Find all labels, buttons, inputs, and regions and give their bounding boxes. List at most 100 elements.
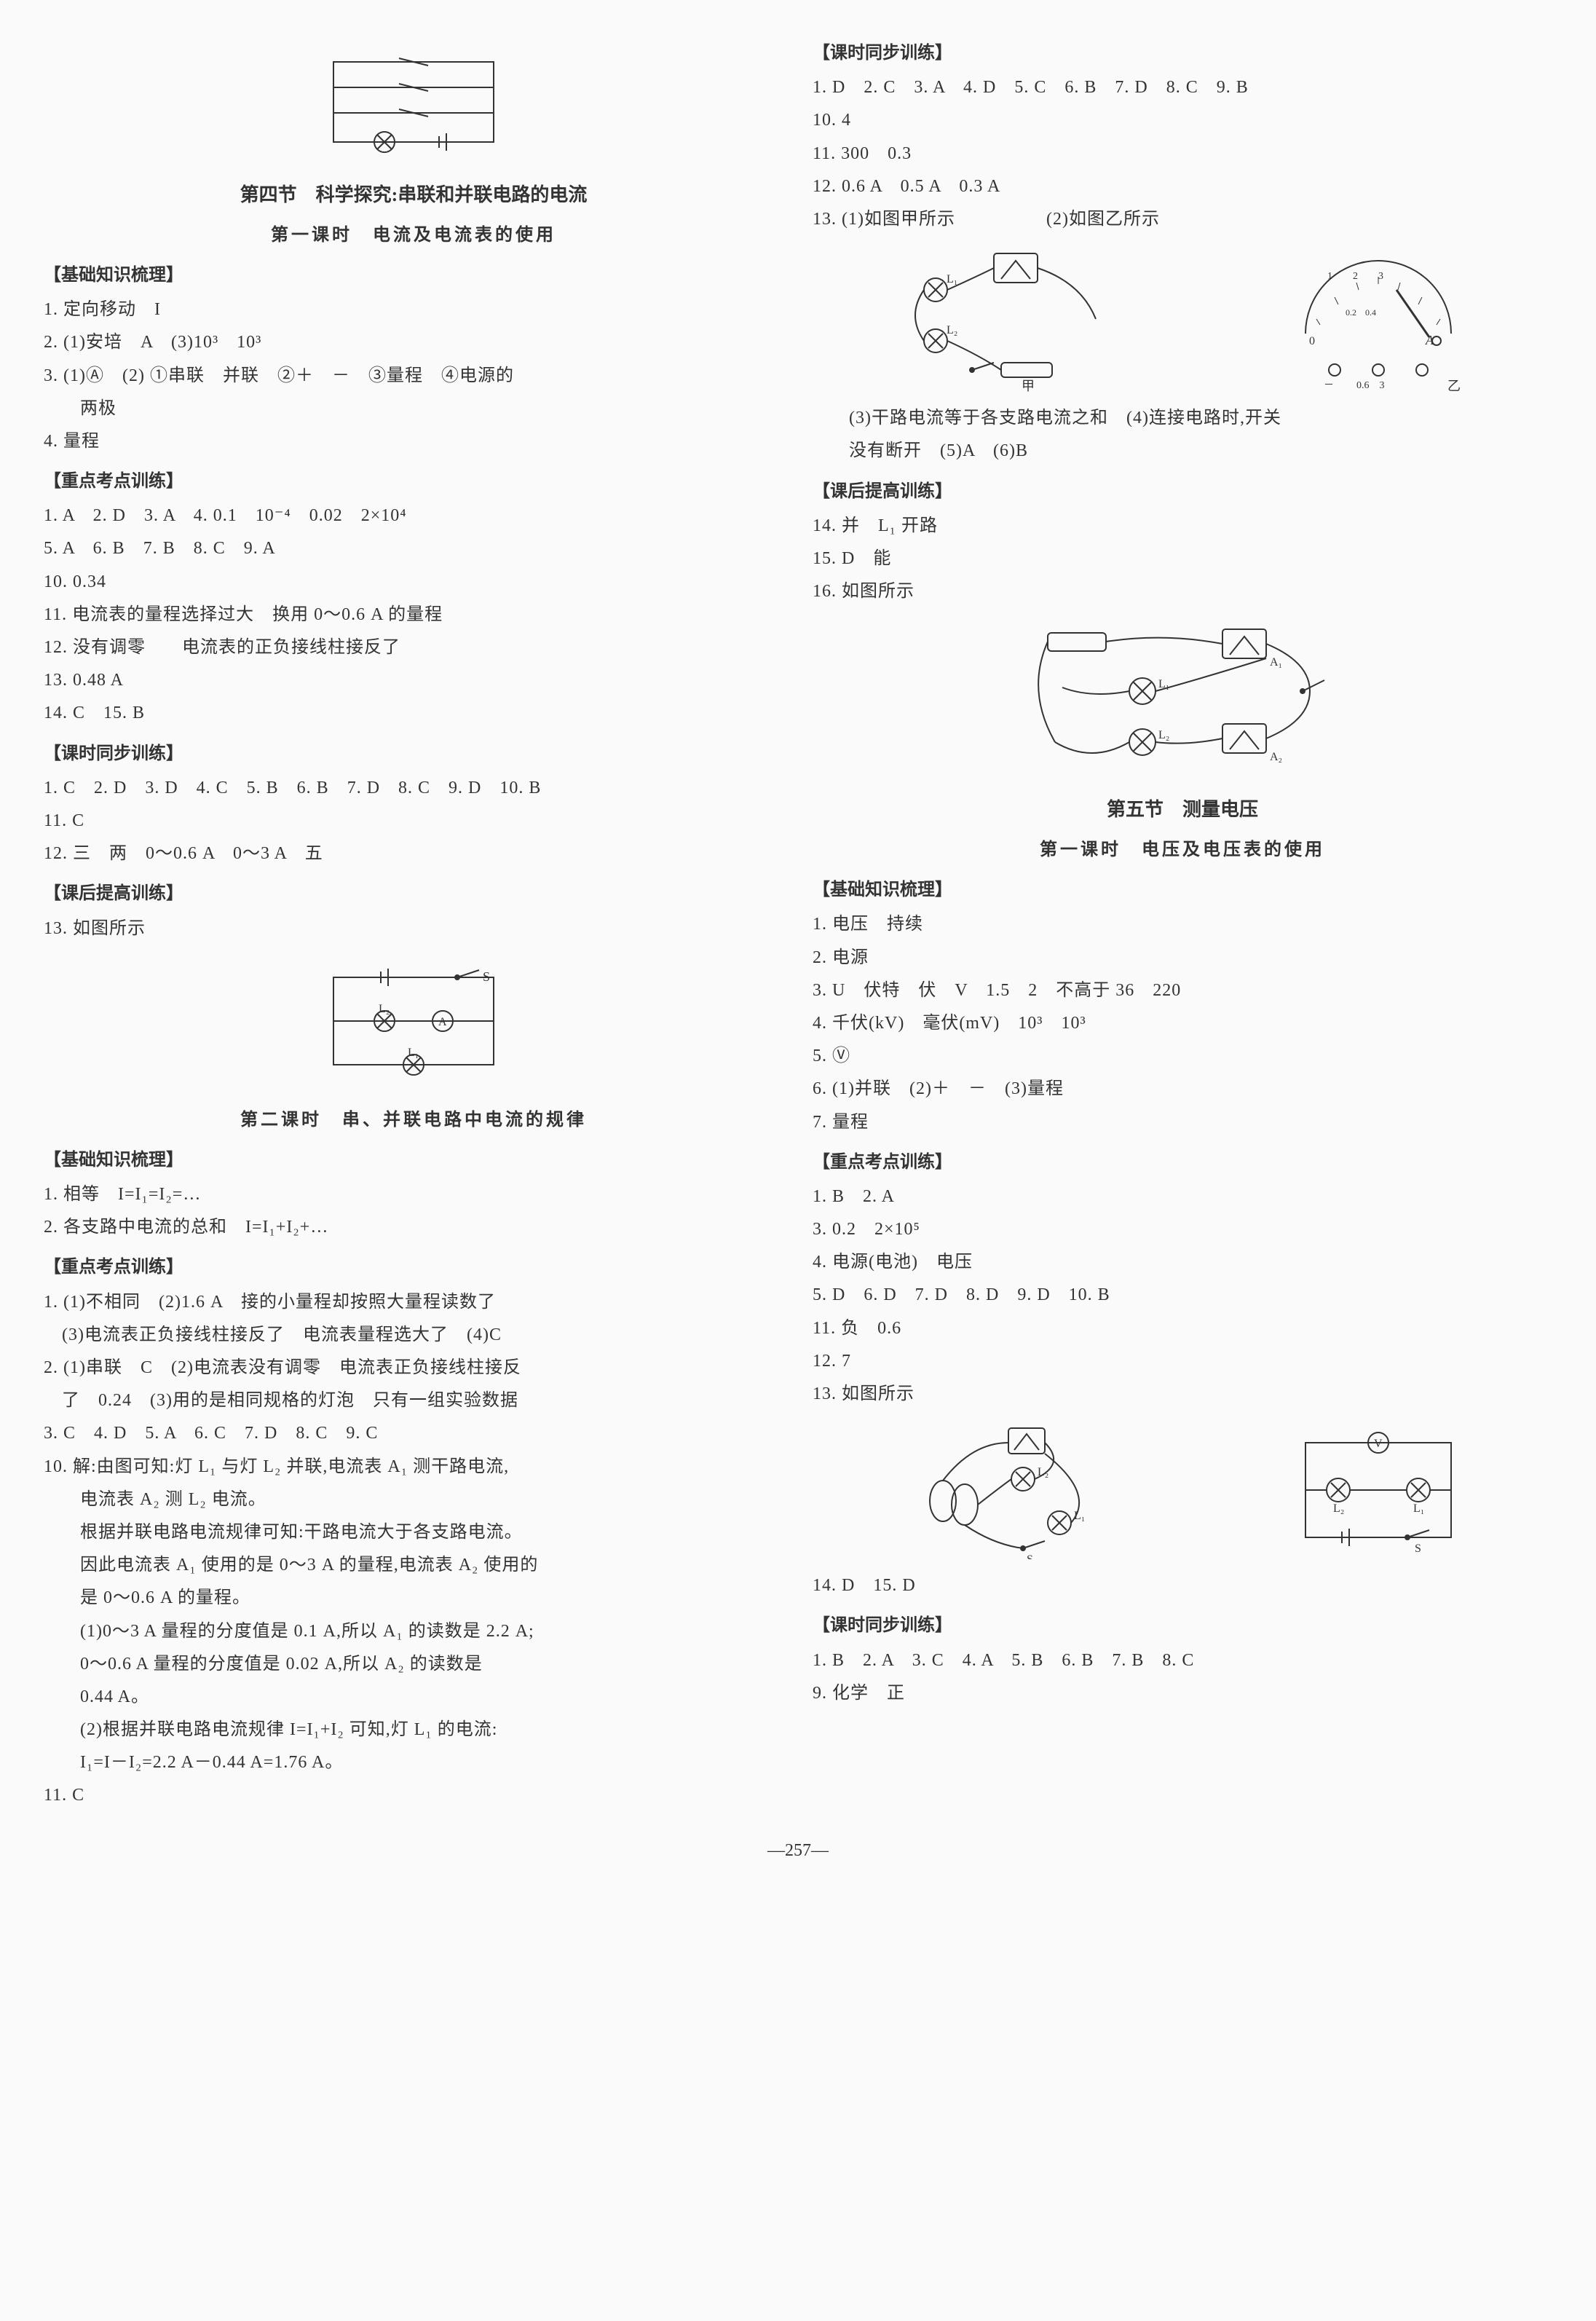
circuit-svg-1 <box>312 47 515 157</box>
svg-text:0.2 0.4: 0.2 0.4 <box>1346 307 1376 318</box>
text-line: 2. (1)安培 A (3)10³ 10³ <box>44 327 783 358</box>
text-line: 电流表 A₂ 测 L₂ 电流。 <box>44 1484 783 1516</box>
svg-text:S: S <box>1027 1553 1033 1559</box>
text-line: 1. 电压 持续 <box>813 909 1552 940</box>
text-line: 10. 解:由图可知:灯 L₁ 与灯 L₂ 并联,电流表 A₁ 测干路电流, <box>44 1451 783 1483</box>
circuit-diagram-13: S L₂ A L₁ <box>44 955 783 1094</box>
text-line: 4. 电源(电池) 电压 <box>813 1247 1552 1278</box>
text-line: 1. 相等 I=I₁=I₂=… <box>44 1179 783 1210</box>
svg-text:A₁: A₁ <box>1270 656 1282 669</box>
diagram-r13: L₂ L₁ S <box>813 1421 1552 1559</box>
circuit-r13a-svg: L₂ L₁ S <box>899 1421 1118 1559</box>
sync-header: 【课时同步训练】 <box>44 738 783 770</box>
text-line: 是 0～0.6 A 的量程。 <box>44 1583 783 1614</box>
keypoint-header-r: 【重点考点训练】 <box>813 1147 1552 1178</box>
text-line: (1)0～3 A 量程的分度值是 0.1 A,所以 A₁ 的读数是 2.2 A; <box>44 1616 783 1647</box>
meter-yi-svg: 1 2 3 0.2 0.4 A 0 － 0.6 3 乙 <box>1284 246 1473 392</box>
text-line: 9. 化学 正 <box>813 1678 1552 1709</box>
sync2-header-r: 【课时同步训练】 <box>813 1610 1552 1642</box>
text-line: 0～0.6 A 量程的分度值是 0.02 A,所以 A₂ 的读数是 <box>44 1649 783 1680</box>
section4-title: 第四节 科学探究:串联和并联电路的电流 <box>44 178 783 213</box>
lesson1-title-r: 第一课时 电压及电压表的使用 <box>813 835 1552 866</box>
text-line: 11. C <box>44 805 783 837</box>
svg-text:L₂: L₂ <box>1333 1502 1344 1515</box>
basic-header-r: 【基础知识梳理】 <box>813 875 1552 906</box>
text-line: 1. C 2. D 3. D 4. C 5. B 6. B 7. D 8. C … <box>44 773 783 804</box>
text-line: 4. 千伏(kV) 毫伏(mV) 10³ 10³ <box>813 1008 1552 1039</box>
text-line: 11. 300 0.3 <box>813 138 1552 170</box>
text-line: 11. 负 0.6 <box>813 1313 1552 1344</box>
text-line: (2)根据并联电路电流规律 I=I₁+I₂ 可知,灯 L₁ 的电流: <box>44 1714 783 1746</box>
text-line: 5. A 6. B 7. B 8. C 9. A <box>44 533 783 564</box>
text-line: 两极 <box>44 393 783 425</box>
text-line: 7. 量程 <box>813 1107 1552 1138</box>
text-line: 1. A 2. D 3. A 4. 0.1 10⁻⁴ 0.02 2×10⁴ <box>44 500 783 532</box>
text-line: 1. D 2. C 3. A 4. D 5. C 6. B 7. D 8. C … <box>813 72 1552 103</box>
text-line: 0.44 A。 <box>44 1682 783 1713</box>
svg-text:L₂: L₂ <box>947 324 957 336</box>
svg-text:A₂: A₂ <box>1270 751 1282 763</box>
text-line: 2. 电源 <box>813 942 1552 974</box>
text-line: I₁=I－I₂=2.2 A－0.44 A=1.76 A。 <box>44 1747 783 1778</box>
diagram-13-jiayil: L₁ L₂ 甲 <box>813 246 1552 392</box>
section5-title: 第五节 测量电压 <box>813 793 1552 827</box>
svg-text:V: V <box>1374 1438 1383 1450</box>
text-line: (3)电流表正负接线柱接反了 电流表量程选大了 (4)C <box>44 1320 783 1351</box>
text-line: 了 0.24 (3)用的是相同规格的灯泡 只有一组实验数据 <box>44 1385 783 1416</box>
svg-text:0.6 3: 0.6 3 <box>1356 380 1385 391</box>
page-number: —257— <box>44 1835 1552 1867</box>
lesson1-title: 第一课时 电流及电流表的使用 <box>44 220 783 251</box>
text-line: 6. (1)并联 (2)＋ － (3)量程 <box>813 1073 1552 1105</box>
text-line: 12. 三 两 0～0.6 A 0～3 A 五 <box>44 838 783 870</box>
text-line: 3. C 4. D 5. A 6. C 7. D 8. C 9. C <box>44 1418 783 1449</box>
basic-header: 【基础知识梳理】 <box>44 260 783 291</box>
text-line: 11. C <box>44 1780 783 1811</box>
svg-text:L₁: L₁ <box>408 1047 419 1059</box>
keypoint-header: 【重点考点训练】 <box>44 466 783 497</box>
svg-text:甲: 甲 <box>1022 379 1035 392</box>
text-line: 10. 4 <box>813 105 1552 136</box>
right-column: 【课时同步训练】 1. D 2. C 3. A 4. D 5. C 6. B 7… <box>813 29 1552 1813</box>
svg-text:L₁: L₁ <box>947 273 957 285</box>
text-line: 15. D 能 <box>813 543 1552 575</box>
text-line: 2. 各支路中电流的总和 I=I₁+I₂+… <box>44 1212 783 1243</box>
circuit-jia-svg: L₁ L₂ 甲 <box>892 246 1125 392</box>
svg-text:0: 0 <box>1309 335 1315 347</box>
svg-text:乙: 乙 <box>1447 379 1461 392</box>
basic2-header: 【基础知识梳理】 <box>44 1145 783 1176</box>
text-line: 3. (1)Ⓐ (2) ①串联 并联 ②＋ － ③量程 ④电源的 <box>44 360 783 392</box>
post-header-r: 【课后提高训练】 <box>813 476 1552 508</box>
keypoint2-header: 【重点考点训练】 <box>44 1252 783 1283</box>
svg-text:L₂: L₂ <box>1158 729 1169 741</box>
svg-text:－: － <box>1324 380 1334 391</box>
text-line: 14. C 15. B <box>44 698 783 729</box>
text-line: 12. 0.6 A 0.5 A 0.3 A <box>813 171 1552 202</box>
circuit-r13b-svg: V L₂ L₁ S <box>1291 1421 1466 1559</box>
text-line: 13. 如图所示 <box>44 913 783 945</box>
text-line: (3)干路电流等于各支路电流之和 (4)连接电路时,开关 <box>813 403 1552 434</box>
text-line: 13. (1)如图甲所示 (2)如图乙所示 <box>813 204 1552 235</box>
lesson2-title: 第二课时 串、并联电路中电流的规律 <box>44 1105 783 1136</box>
text-line: 12. 没有调零 电流表的正负接线柱接反了 <box>44 632 783 663</box>
diagram-16: A₁ L₁ L₂ A₂ <box>813 618 1552 779</box>
text-line: 2. (1)串联 C (2)电流表没有调零 电流表正负接线柱接反 <box>44 1352 783 1384</box>
text-line: 16. 如图所示 <box>813 576 1552 607</box>
text-line: 1. 定向移动 I <box>44 294 783 326</box>
circuit-diagram-top <box>44 40 783 164</box>
circuit-svg-2: S L₂ A L₁ <box>312 963 515 1087</box>
text-line: 3. U 伏特 伏 V 1.5 2 不高于 36 220 <box>813 975 1552 1006</box>
text-line: 5. Ⓥ <box>813 1041 1552 1072</box>
text-line: 11. 电流表的量程选择过大 换用 0～0.6 A 的量程 <box>44 599 783 631</box>
svg-text:A: A <box>438 1016 447 1028</box>
svg-text:S: S <box>483 969 490 984</box>
text-line: 没有断开 (5)A (6)B <box>813 436 1552 467</box>
left-column: 第四节 科学探究:串联和并联电路的电流 第一课时 电流及电流表的使用 【基础知识… <box>44 29 783 1813</box>
post-header: 【课后提高训练】 <box>44 878 783 910</box>
text-line: 1. B 2. A <box>813 1181 1552 1213</box>
svg-text:L₂: L₂ <box>379 1003 390 1015</box>
text-line: 1. (1)不相同 (2)1.6 A 接的小量程却按照大量程读数了 <box>44 1287 783 1318</box>
text-line: 因此电流表 A₁ 使用的是 0～3 A 的量程,电流表 A₂ 使用的 <box>44 1550 783 1581</box>
text-line: 1. B 2. A 3. C 4. A 5. B 6. B 7. B 8. C <box>813 1645 1552 1676</box>
text-line: 10. 0.34 <box>44 567 783 598</box>
text-line: 14. 并 L₁ 开路 <box>813 511 1552 542</box>
